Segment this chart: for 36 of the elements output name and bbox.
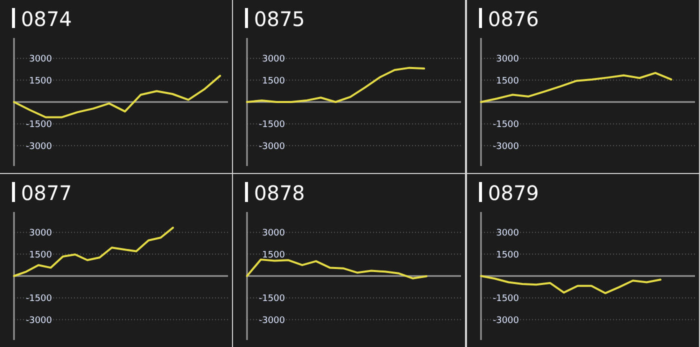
y-tick-label: -3000 <box>26 316 52 326</box>
chart-title: 0874 <box>21 7 72 31</box>
y-tick-label: 1500 <box>262 76 286 86</box>
line-series <box>246 66 426 103</box>
line-series <box>13 74 222 118</box>
chart-title: 0876 <box>488 7 539 31</box>
y-tick-label: -1500 <box>492 294 520 304</box>
y-tick-label: 3000 <box>262 54 286 65</box>
line-series <box>480 72 672 103</box>
y-tick-label: -3000 <box>258 316 286 326</box>
chart-title: 0875 <box>254 7 305 31</box>
y-tick-label: 1500 <box>29 250 52 260</box>
chart-title: 0878 <box>254 181 305 205</box>
y-tick-label: 1500 <box>496 250 520 260</box>
y-tick-label: 1500 <box>496 76 520 86</box>
y-tick-label: -3000 <box>492 142 520 152</box>
y-tick-label: -1500 <box>26 294 52 304</box>
line-series <box>480 275 662 294</box>
y-tick-label: 1500 <box>29 76 52 86</box>
y-tick-label: 3000 <box>496 54 520 65</box>
y-tick-label: -1500 <box>258 294 286 304</box>
y-tick-label: 3000 <box>29 228 52 239</box>
line-series <box>13 226 174 277</box>
y-tick-label: -1500 <box>258 120 286 130</box>
y-tick-label: 1500 <box>262 250 286 260</box>
y-tick-label: -3000 <box>26 142 52 152</box>
y-tick-label: -3000 <box>258 142 286 152</box>
chart-title: 0879 <box>488 181 539 205</box>
y-tick-label: 3000 <box>496 228 520 239</box>
y-tick-label: -3000 <box>492 316 520 326</box>
y-tick-label: 3000 <box>262 228 286 239</box>
chart-title: 0877 <box>21 181 72 205</box>
y-tick-label: -1500 <box>492 120 520 130</box>
y-tick-label: -1500 <box>26 120 52 130</box>
y-tick-label: 3000 <box>29 54 52 65</box>
line-series <box>246 258 428 280</box>
